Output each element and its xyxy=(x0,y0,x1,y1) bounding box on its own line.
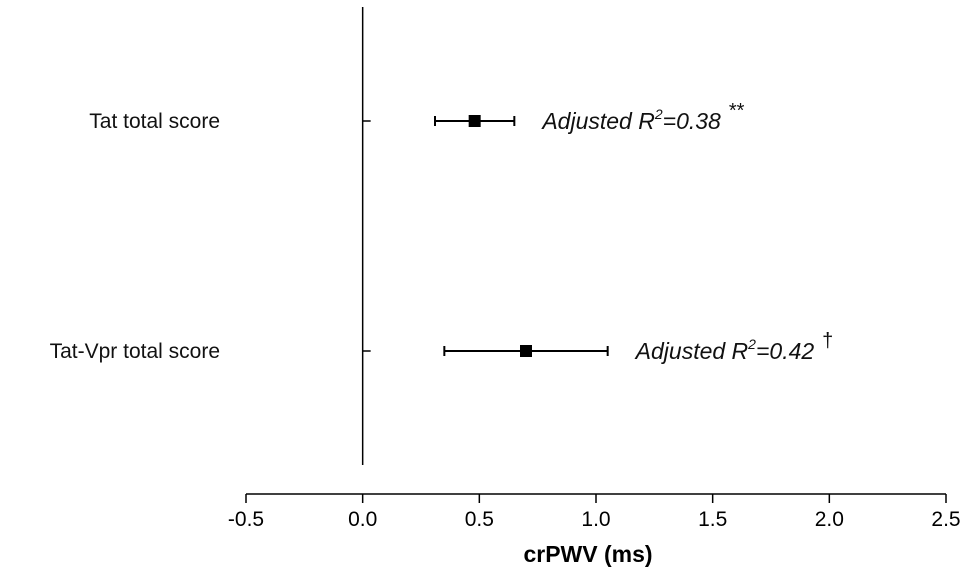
x-tick-label: 0.5 xyxy=(465,508,494,531)
row-label: Tat-Vpr total score xyxy=(50,340,220,363)
significance-marker: ** xyxy=(729,100,745,122)
annotation-superscript: 2 xyxy=(747,336,756,352)
annotation-prefix: Adjusted R xyxy=(540,108,655,134)
point-estimate xyxy=(520,345,532,357)
plot-rows: Tat total score Adjusted R2=0.38 **Tat-Vpr… xyxy=(50,100,834,364)
x-axis-title: crPWV (ms) xyxy=(523,541,652,567)
annotation-prefix: Adjusted R xyxy=(634,338,749,364)
axes: -0.5 0.0 0.5 1.0 1.5 2.0 2.5 xyxy=(228,7,961,531)
x-tick-label: 1.5 xyxy=(698,508,727,531)
significance-marker: † xyxy=(822,330,833,352)
annotation-superscript: 2 xyxy=(654,106,663,122)
annotation-value: =0.42 xyxy=(756,338,814,364)
x-tick-label: -0.5 xyxy=(228,508,264,531)
fit-annotation: Adjusted R2=0.38 xyxy=(540,106,721,134)
x-tick-label: 1.0 xyxy=(581,508,610,531)
x-tick-label: 2.5 xyxy=(931,508,960,531)
plot-row: Tat-Vpr total score Adjusted R2=0.42 † xyxy=(50,330,834,364)
fit-annotation: Adjusted R2=0.42 xyxy=(634,336,815,364)
plot-row: Tat total score Adjusted R2=0.38 ** xyxy=(89,100,744,134)
row-label: Tat total score xyxy=(89,110,220,133)
x-tick-label: 0.0 xyxy=(348,508,377,531)
point-estimate xyxy=(468,115,481,127)
annotation-value: =0.38 xyxy=(663,108,721,134)
x-tick-label: 2.0 xyxy=(815,508,844,531)
